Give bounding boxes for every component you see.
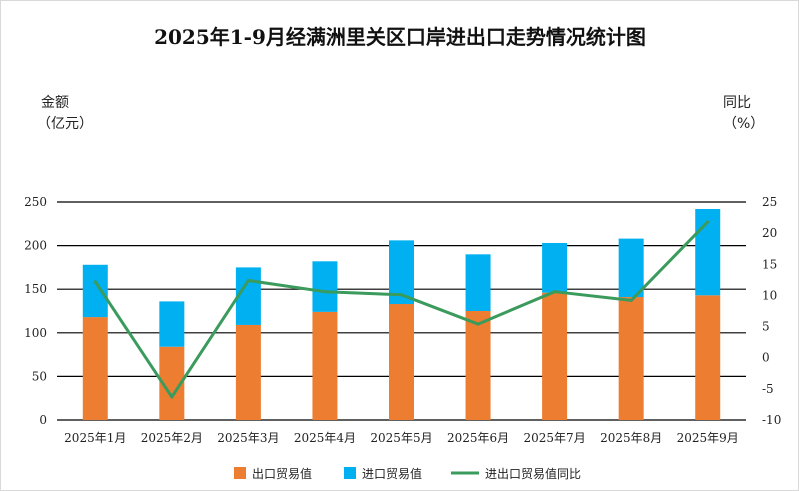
bar-export xyxy=(618,297,644,420)
x-category-label: 2025年9月 xyxy=(677,431,739,445)
yoy-point xyxy=(706,220,710,224)
legend-swatch xyxy=(234,467,246,479)
bar-import xyxy=(235,267,261,325)
bar-import xyxy=(82,264,108,318)
right-axis-label-1: 同比 xyxy=(723,95,751,111)
yoy-point xyxy=(93,280,97,284)
y-right-tick-label: 0 xyxy=(762,351,770,365)
y-right-tick-label: 10 xyxy=(762,288,777,302)
y-left-tick-label: 0 xyxy=(39,413,47,427)
axis-ticks: 0 50 100 150 200 250 -10 -5 0 5 10 15 20 25 2025年1月 202… xyxy=(24,195,781,445)
yoy-point xyxy=(476,322,480,326)
legend-label: 进口贸易值 xyxy=(362,466,422,481)
bar-export xyxy=(695,295,721,420)
y-right-tick-label: 15 xyxy=(762,257,777,271)
yoy-point xyxy=(323,290,327,294)
bar-export xyxy=(465,311,491,420)
bar-import xyxy=(465,254,491,311)
yoy-point xyxy=(553,290,557,294)
chart-title: 2025年1-9月经满洲里关区口岸进出口走势情况统计图 xyxy=(154,25,646,49)
yoy-point xyxy=(170,395,174,399)
yoy-point xyxy=(400,293,403,297)
y-left-tick-label: 200 xyxy=(24,239,47,253)
right-axis-label-2: （%） xyxy=(723,116,764,132)
y-right-tick-label: 20 xyxy=(762,226,777,240)
bar-import xyxy=(312,261,338,312)
x-category-label: 2025年4月 xyxy=(294,431,356,445)
x-category-label: 2025年5月 xyxy=(370,431,432,445)
bar-export xyxy=(542,292,568,420)
y-right-tick-label: -10 xyxy=(762,413,781,427)
bar-export xyxy=(235,324,261,420)
bar-import xyxy=(159,301,185,347)
x-category-label: 2025年1月 xyxy=(64,431,126,445)
bar-export xyxy=(82,317,108,420)
bar-import xyxy=(618,238,644,298)
bar-export xyxy=(389,304,414,420)
y-right-tick-label: 25 xyxy=(762,195,777,209)
y-right-tick-label: 5 xyxy=(762,320,770,334)
yoy-line xyxy=(93,220,710,399)
x-category-label: 2025年8月 xyxy=(600,431,662,445)
y-left-tick-label: 50 xyxy=(32,369,47,383)
yoy-point xyxy=(246,278,250,282)
bar-export xyxy=(312,311,338,420)
x-category-label: 2025年7月 xyxy=(524,431,586,445)
y-left-tick-label: 250 xyxy=(24,195,47,209)
y-right-tick-label: -5 xyxy=(762,382,774,396)
x-category-label: 2025年3月 xyxy=(217,431,279,445)
bar-import xyxy=(542,242,568,293)
x-category-label: 2025年6月 xyxy=(447,431,509,445)
legend-label: 出口贸易值 xyxy=(252,466,312,481)
x-category-label: 2025年2月 xyxy=(141,431,203,445)
y-left-tick-label: 150 xyxy=(24,282,47,296)
legend: 出口贸易值 进口贸易值 进出口贸易值同比 xyxy=(234,466,581,481)
left-axis-label-2: （亿元） xyxy=(37,116,93,132)
legend-swatch xyxy=(344,467,356,479)
left-axis-label-1: 金额 xyxy=(41,95,69,111)
legend-label: 进出口贸易值同比 xyxy=(485,466,581,481)
y-left-tick-label: 100 xyxy=(24,326,47,340)
yoy-point xyxy=(629,298,633,302)
